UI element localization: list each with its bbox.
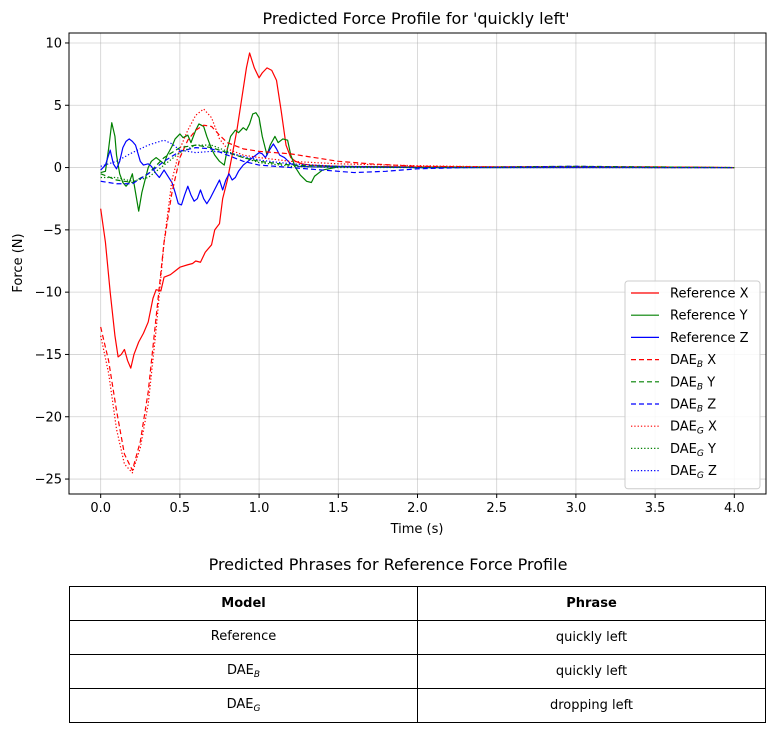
model-subscript: G [253,704,261,714]
legend-label-axis: Z [703,398,716,413]
legend-label-subscript: G [697,449,704,459]
x-tick-label: 3.5 [645,501,666,516]
force-profile-chart: Predicted Force Profile for 'quickly lef… [11,9,767,537]
chart-title: Predicted Force Profile for 'quickly lef… [262,9,569,28]
model-subscript: B [253,670,261,680]
series-layer [100,52,735,474]
y-tick-label: −25 [35,473,62,488]
table-row: Reference quickly left [69,620,766,655]
legend-label: DAEB Z [670,398,716,415]
legend-label-subscript: B [697,360,703,370]
legend-label: DAEG Y [670,442,716,459]
legend-label-axis: Y [703,375,715,390]
legend-label: DAEB Y [670,375,715,392]
legend-label-axis: Y [704,442,716,457]
legend-label-base: DAE [670,464,697,479]
table-row: DAEG dropping left [69,688,766,723]
legend-label: DAEG X [670,420,717,437]
x-tick-label: 4.0 [724,501,745,516]
y-tick-label: −5 [43,223,62,238]
series-line-0 [100,52,735,369]
legend-label-base: DAE [670,442,697,457]
x-tick-label: 0.5 [170,501,191,516]
y-axis-label: Force (N) [11,233,26,292]
legend-label-base: DAE [670,398,697,413]
legend-label-subscript: G [697,427,704,437]
row-model-cell: Reference [69,620,418,655]
legend-label-subscript: G [697,471,704,481]
legend-label-axis: X [735,287,748,302]
legend-label-base: Reference [670,331,735,346]
series-line-8 [100,139,735,169]
y-tick-label: 10 [45,36,62,51]
series-line-1 [100,112,735,212]
row-phrase-cell: dropping left [417,688,766,723]
legend-label-base: DAE [670,420,697,435]
axis-ticks: 0.0 0.5 1.0 1.5 2.0 2.5 3.0 3.5 4.0 10 5 0 −5 −10 −15 −… [35,36,745,516]
legend-label: DAEG Z [670,464,717,481]
row-phrase-cell: quickly left [417,654,766,689]
x-tick-label: 2.0 [407,501,428,516]
legend-label-axis: Y [735,309,747,324]
x-tick-label: 1.5 [328,501,349,516]
legend-box [624,280,761,490]
table-row: DAEB quickly left [69,654,766,689]
legend-label-axis: Z [735,331,748,346]
y-tick-label: −20 [35,410,62,425]
legend-label-axis: X [704,420,717,435]
model-name: Reference [210,629,277,644]
legend-label-axis: Z [704,464,717,479]
legend-label: DAEB X [670,353,716,370]
legend-label-base: Reference [670,287,735,302]
table-title: Predicted Phrases for Reference Force Pr… [208,555,568,574]
series-line-2 [100,138,735,206]
row-phrase-cell: quickly left [417,620,766,655]
header-phrase: Phrase [417,586,766,621]
legend-label-axis: X [703,353,716,368]
legend-label-base: DAE [670,375,697,390]
legend-label: Reference X [670,287,749,302]
legend-label-base: Reference [670,309,735,324]
y-tick-label: −15 [35,348,62,363]
legend-label-subscript: B [697,405,703,415]
legend-label: Reference Z [670,331,749,346]
model-name: DAE [226,663,254,678]
x-tick-label: 1.0 [249,501,270,516]
x-tick-label: 3.0 [566,501,587,516]
row-model-cell: DAEB [69,654,418,689]
x-axis-label: Time (s) [390,522,444,537]
y-tick-label: 0 [54,161,62,176]
legend-label-base: DAE [670,353,697,368]
table-header-row: Model Phrase [69,586,766,621]
header-model: Model [69,586,418,621]
y-tick-label: −10 [35,286,62,301]
y-tick-label: 5 [54,99,62,114]
legend-label-subscript: B [697,382,703,392]
legend-label: Reference Y [670,309,748,324]
row-model-cell: DAEG [69,688,418,723]
phrases-table: Model Phrase Reference quickly left DAEB… [69,586,766,723]
x-tick-label: 2.5 [486,501,507,516]
model-name: DAE [226,697,254,712]
series-line-6 [100,108,735,474]
x-tick-label: 0.0 [90,501,111,516]
